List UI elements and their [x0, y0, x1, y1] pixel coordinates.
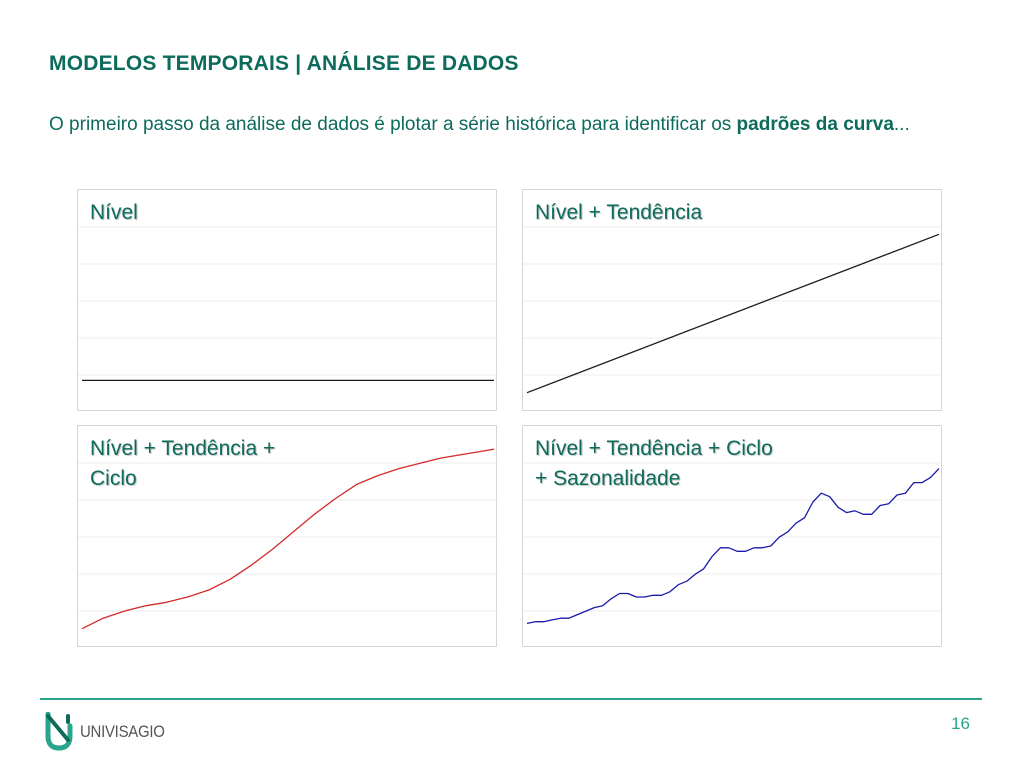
slide-subtitle: O primeiro passo da análise de dados é p…	[49, 111, 969, 139]
chart-title-nivel-tendencia-ciclo: Nível + Tendência + Ciclo	[90, 437, 276, 490]
series-line	[526, 233, 940, 394]
chart-panel-nivel-tendencia: Nível + Tendência	[522, 189, 943, 411]
slide-title: MODELOS TEMPORAIS | ANÁLISE DE DADOS	[49, 52, 519, 75]
chart-title-nivel: Nível	[90, 201, 138, 224]
chart-svg-nivel-tendencia-ciclo	[78, 448, 498, 630]
subtitle-text: O primeiro passo da análise de dados é p…	[49, 114, 737, 135]
univisagio-logo-icon	[45, 712, 73, 751]
footer-divider	[40, 698, 982, 700]
page-number: 16	[951, 714, 970, 733]
series-line	[526, 468, 940, 625]
chart-title-nivel-tendencia-ciclo-sazonalidade: Nível + Tendência + Ciclo + Sazonalidade	[535, 437, 773, 490]
subtitle-end: ...	[893, 114, 910, 135]
chart-title-nivel-tendencia: Nível + Tendência	[535, 201, 703, 224]
chart-panel-nivel-tendencia-ciclo-sazonalidade: Nível + Tendência + Ciclo + Sazonalidade	[522, 425, 943, 647]
chart-panel-nivel-tendencia-ciclo: Nível + Tendência + Ciclo	[77, 425, 498, 647]
univisagio-logo: UNIVISAGIO	[44, 712, 176, 752]
chart-svg-nivel	[78, 226, 498, 381]
logo-text: UNIVISAGIO	[80, 722, 165, 741]
chart-panel-nivel: Nível	[77, 189, 498, 411]
series-line	[81, 448, 495, 630]
chart-svg-nivel-tendencia	[523, 226, 943, 394]
chart-svg-nivel-tendencia-ciclo-sazonalidade	[523, 462, 943, 625]
subtitle-bold: padrões da curva	[736, 114, 894, 135]
